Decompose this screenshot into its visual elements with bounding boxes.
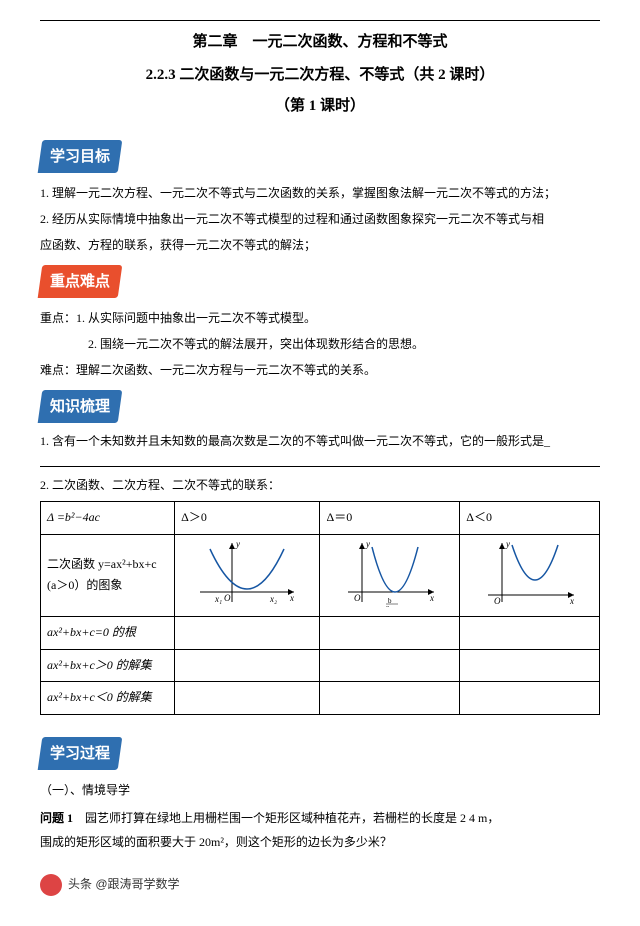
badge-goals: 学习目标 (38, 140, 123, 173)
row-gt0: ax²+bx+c＞0 的解集 (41, 649, 175, 682)
svg-text:2a: 2a (386, 605, 394, 607)
chapter-title: 第二章 一元二次函数、方程和不等式 (40, 29, 600, 56)
goal-2a: 2. 经历从实际情境中抽象出一元二次不等式模型的过程和通过函数图象探究一元二次不… (40, 207, 600, 231)
question-1b: 围成的矩形区域的面积要大于 20m²，则这个矩形的边长为多少米？ (40, 830, 600, 854)
footer-source: 头条 @跟涛哥学数学 (68, 874, 180, 896)
svg-text:x: x (429, 593, 434, 603)
th-gt0: Δ＞0 (175, 502, 320, 535)
graph-no-root: O x y (460, 534, 600, 617)
question-1: 问题 1 园艺师打算在绿地上用栅栏围一个矩形区域种植花卉，若栅栏的长度是 2 4… (40, 806, 600, 830)
knowledge-1: 1. 含有一个未知数并且未知数的最高次数是二次的不等式叫做一元二次不等式，它的一… (40, 429, 600, 453)
heavy-2: 2. 围绕一元二次不等式的解法展开，突出体现数形结合的思想。 (40, 332, 600, 356)
page-footer: 头条 @跟涛哥学数学 (40, 874, 600, 896)
badge-points: 重点难点 (38, 265, 123, 298)
th-eq0: Δ＝0 (320, 502, 460, 535)
avatar-icon (40, 874, 62, 896)
goal-1: 1. 理解一元二次方程、一元二次不等式与二次函数的关系，掌握图象法解一元二次不等… (40, 181, 600, 205)
goal-2b: 应函数、方程的联系，获得一元二次不等式的解法； (40, 233, 600, 257)
graph-one-root: O x y b 2a (320, 534, 460, 617)
heavy-1: 重点：1. 从实际问题中抽象出一元二次不等式模型。 (40, 306, 600, 330)
svg-text:x₂: x₂ (269, 594, 277, 604)
graph-two-roots: x₁ x₂ O x y (175, 534, 320, 617)
badge-process: 学习过程 (38, 737, 123, 770)
badge-knowledge: 知识梳理 (38, 390, 123, 423)
th-lt0: Δ＜0 (460, 502, 600, 535)
svg-text:O: O (354, 593, 361, 603)
hard: 难点：理解二次函数、一元二次方程与一元二次不等式的关系。 (40, 358, 600, 382)
svg-text:y: y (235, 539, 240, 549)
svg-text:y: y (505, 539, 510, 549)
blank-line (40, 453, 600, 467)
row-roots: ax²+bx+c=0 的根 (41, 617, 175, 650)
section-title: 2.2.3 二次函数与一元二次方程、不等式（共 2 课时） (40, 62, 600, 89)
svg-text:x: x (289, 593, 294, 603)
top-rule (40, 20, 600, 21)
row-graph-label: 二次函数 y=ax²+bx+c (a＞0）的图象 (41, 534, 175, 617)
comparison-table: Δ =b²−4ac Δ＞0 Δ＝0 Δ＜0 二次函数 y=ax²+bx+c (a… (40, 501, 600, 715)
svg-text:x: x (569, 596, 574, 606)
lesson-title: （第 1 课时） (40, 93, 600, 120)
row-lt0: ax²+bx+c＜0 的解集 (41, 682, 175, 715)
process-sub1: （一）、情境导学 (40, 780, 600, 802)
svg-text:x₁: x₁ (214, 594, 222, 604)
svg-text:y: y (365, 539, 370, 549)
svg-text:O: O (224, 593, 231, 603)
svg-text:O: O (494, 596, 501, 606)
knowledge-2: 2. 二次函数、二次方程、二次不等式的联系： (40, 473, 600, 497)
th-delta: Δ =b²−4ac (41, 502, 175, 535)
